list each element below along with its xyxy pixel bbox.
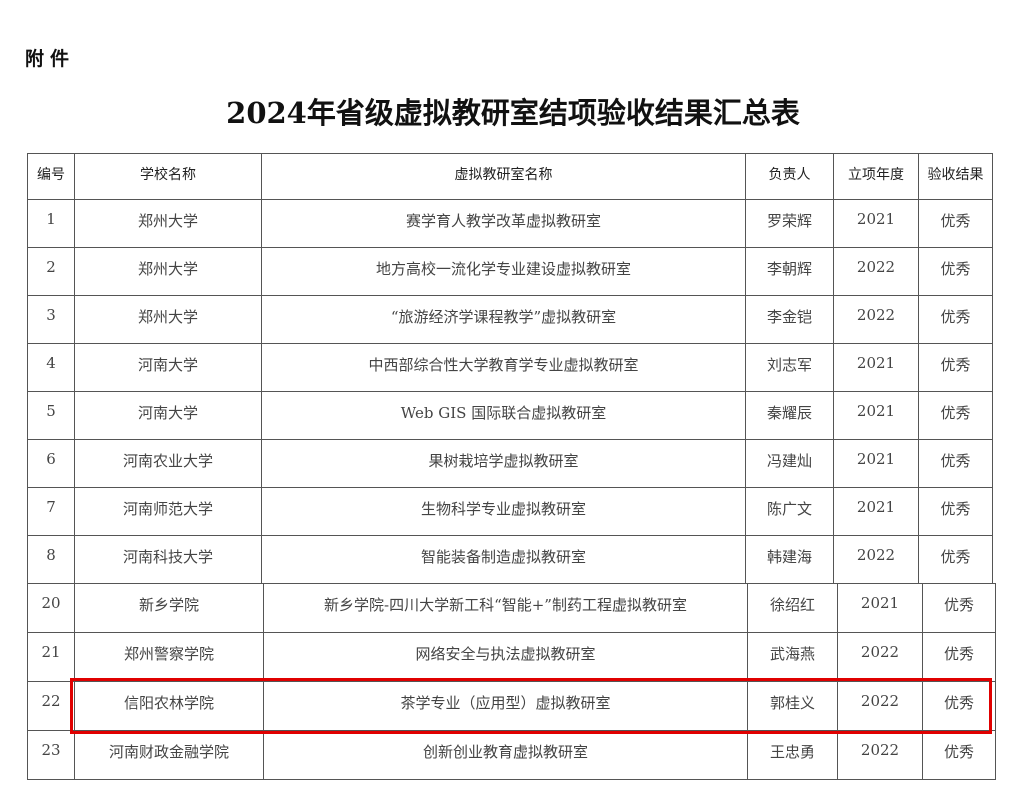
leader: 韩建海 xyxy=(745,535,834,584)
lab-name: “旅游经济学课程教学”虚拟教研室 xyxy=(261,295,746,344)
school-name: 河南农业大学 xyxy=(74,439,262,488)
leader: 陈广文 xyxy=(745,487,834,536)
school-name: 郑州大学 xyxy=(74,247,262,296)
acceptance-result: 优秀 xyxy=(922,681,996,731)
lab-name: 新乡学院-四川大学新工科“智能+”制药工程虚拟教研室 xyxy=(263,583,748,633)
acceptance-result: 优秀 xyxy=(918,439,993,488)
row-number: 23 xyxy=(27,730,75,780)
project-year: 2022 xyxy=(837,681,923,731)
school-name: 郑州大学 xyxy=(74,199,262,248)
row-number: 21 xyxy=(27,632,75,682)
table-row: 3 郑州大学 “旅游经济学课程教学”虚拟教研室 李金铠 2022 优秀 xyxy=(27,295,993,344)
row-number: 22 xyxy=(27,681,75,731)
table-row: 5 河南大学 Web GIS 国际联合虚拟教研室 秦耀辰 2021 优秀 xyxy=(27,391,993,440)
table-row: 2 郑州大学 地方高校一流化学专业建设虚拟教研室 李朝辉 2022 优秀 xyxy=(27,247,993,296)
lab-name: 智能装备制造虚拟教研室 xyxy=(261,535,746,584)
project-year: 2022 xyxy=(833,295,919,344)
acceptance-result: 优秀 xyxy=(918,535,993,584)
lab-name: 生物科学专业虚拟教研室 xyxy=(261,487,746,536)
acceptance-result: 优秀 xyxy=(922,632,996,682)
acceptance-result: 优秀 xyxy=(918,295,993,344)
table-row: 1 郑州大学 赛学育人教学改革虚拟教研室 罗荣辉 2021 优秀 xyxy=(27,199,993,248)
header-leader: 负责人 xyxy=(745,153,834,200)
row-number: 2 xyxy=(27,247,75,296)
school-name: 河南科技大学 xyxy=(74,535,262,584)
table-row: 8 河南科技大学 智能装备制造虚拟教研室 韩建海 2022 优秀 xyxy=(27,535,993,584)
header-year: 立项年度 xyxy=(833,153,919,200)
project-year: 2022 xyxy=(837,730,923,780)
document-title: 2024年省级虚拟教研室结项验收结果汇总表 xyxy=(226,96,800,130)
project-year: 2021 xyxy=(833,391,919,440)
row-number: 4 xyxy=(27,343,75,392)
table-row: 20 新乡学院 新乡学院-四川大学新工科“智能+”制药工程虚拟教研室 徐绍红 2021 优… xyxy=(27,583,996,633)
leader: 刘志军 xyxy=(745,343,834,392)
header-lab-name: 虚拟教研室名称 xyxy=(261,153,746,200)
leader: 秦耀辰 xyxy=(745,391,834,440)
lab-name: Web GIS 国际联合虚拟教研室 xyxy=(261,391,746,440)
school-name: 郑州警察学院 xyxy=(74,632,264,682)
leader: 武海燕 xyxy=(747,632,838,682)
table-row: 22 信阳农林学院 茶学专业（应用型）虚拟教研室 郭桂义 2022 优秀 xyxy=(27,681,996,731)
school-name: 新乡学院 xyxy=(74,583,264,633)
table-row: 7 河南师范大学 生物科学专业虚拟教研室 陈广文 2021 优秀 xyxy=(27,487,993,536)
row-number: 7 xyxy=(27,487,75,536)
leader: 郭桂义 xyxy=(747,681,838,731)
leader: 徐绍红 xyxy=(747,583,838,633)
project-year: 2022 xyxy=(833,535,919,584)
acceptance-result: 优秀 xyxy=(918,391,993,440)
lab-name: 网络安全与执法虚拟教研室 xyxy=(263,632,748,682)
header-result: 验收结果 xyxy=(918,153,993,200)
project-year: 2021 xyxy=(833,439,919,488)
acceptance-result: 优秀 xyxy=(918,487,993,536)
table-row: 23 河南财政金融学院 创新创业教育虚拟教研室 王忠勇 2022 优秀 xyxy=(27,730,996,780)
acceptance-result: 优秀 xyxy=(922,730,996,780)
project-year: 2021 xyxy=(833,343,919,392)
project-year: 2021 xyxy=(833,199,919,248)
row-number: 20 xyxy=(27,583,75,633)
header-number: 编号 xyxy=(27,153,75,200)
school-name: 信阳农林学院 xyxy=(74,681,264,731)
table-row: 4 河南大学 中西部综合性大学教育学专业虚拟教研室 刘志军 2021 优秀 xyxy=(27,343,993,392)
row-number: 5 xyxy=(27,391,75,440)
school-name: 河南财政金融学院 xyxy=(74,730,264,780)
row-number: 6 xyxy=(27,439,75,488)
results-table-part1: 编号 学校名称 虚拟教研室名称 负责人 立项年度 验收结果 1 郑州大学 赛学育人教… xyxy=(27,153,993,584)
project-year: 2022 xyxy=(837,632,923,682)
table-row: 21 郑州警察学院 网络安全与执法虚拟教研室 武海燕 2022 优秀 xyxy=(27,632,996,682)
table-header-row: 编号 学校名称 虚拟教研室名称 负责人 立项年度 验收结果 xyxy=(27,153,993,200)
row-number: 1 xyxy=(27,199,75,248)
leader: 李朝辉 xyxy=(745,247,834,296)
project-year: 2022 xyxy=(833,247,919,296)
acceptance-result: 优秀 xyxy=(922,583,996,633)
lab-name: 中西部综合性大学教育学专业虚拟教研室 xyxy=(261,343,746,392)
row-number: 3 xyxy=(27,295,75,344)
lab-name: 创新创业教育虚拟教研室 xyxy=(263,730,748,780)
project-year: 2021 xyxy=(833,487,919,536)
leader: 李金铠 xyxy=(745,295,834,344)
table-row: 6 河南农业大学 果树栽培学虚拟教研室 冯建灿 2021 优秀 xyxy=(27,439,993,488)
results-table-part2: 20 新乡学院 新乡学院-四川大学新工科“智能+”制药工程虚拟教研室 徐绍红 2021 优… xyxy=(27,583,996,780)
school-name: 郑州大学 xyxy=(74,295,262,344)
attachment-label: 附件 xyxy=(25,48,76,70)
lab-name: 果树栽培学虚拟教研室 xyxy=(261,439,746,488)
acceptance-result: 优秀 xyxy=(918,343,993,392)
acceptance-result: 优秀 xyxy=(918,247,993,296)
header-school: 学校名称 xyxy=(74,153,262,200)
acceptance-result: 优秀 xyxy=(918,199,993,248)
row-number: 8 xyxy=(27,535,75,584)
project-year: 2021 xyxy=(837,583,923,633)
leader: 王忠勇 xyxy=(747,730,838,780)
school-name: 河南师范大学 xyxy=(74,487,262,536)
leader: 冯建灿 xyxy=(745,439,834,488)
lab-name: 地方高校一流化学专业建设虚拟教研室 xyxy=(261,247,746,296)
leader: 罗荣辉 xyxy=(745,199,834,248)
lab-name: 赛学育人教学改革虚拟教研室 xyxy=(261,199,746,248)
school-name: 河南大学 xyxy=(74,391,262,440)
school-name: 河南大学 xyxy=(74,343,262,392)
lab-name: 茶学专业（应用型）虚拟教研室 xyxy=(263,681,748,731)
